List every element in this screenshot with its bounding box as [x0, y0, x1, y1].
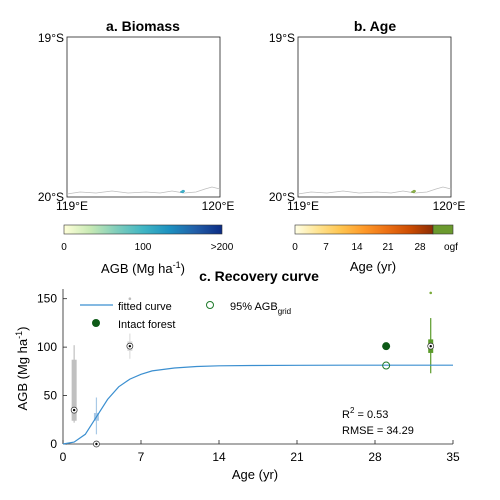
median-dot [95, 443, 97, 445]
colorbar-a-tick-2: >200 [211, 242, 234, 253]
colorbar-b-tick-0: 0 [292, 242, 298, 253]
recovery-chart: 0 7 14 21 28 35 0 50 100 150 Age (yr) AGB (Mg ha-1)… [14, 289, 460, 482]
y-axis-label: AGB (Mg ha-1) [14, 327, 30, 411]
colorbar-b-bar [295, 225, 433, 234]
map-a-lon-right: 120°E [202, 199, 235, 213]
colorbar-a-tick-1: 100 [135, 242, 152, 253]
map-a-lon-left: 119°E [56, 199, 88, 213]
intact-forest-point [382, 342, 390, 350]
y-tick-label: 50 [44, 389, 58, 403]
colorbar-b-tick-2: 14 [351, 242, 363, 253]
map-a-lat-top: 19°S [38, 31, 64, 45]
y-axis-label-end: ) [15, 327, 30, 331]
colorbar-b-label: Age (yr) [350, 259, 396, 274]
x-tick-label: 0 [60, 450, 67, 464]
median-dot [430, 345, 432, 347]
rmse-label: RMSE = 34.29 [342, 425, 414, 437]
panel-a-title: a. Biomass [106, 18, 180, 34]
y-axis-label-main: AGB (Mg ha [15, 338, 30, 410]
x-axis-label: Age (yr) [232, 467, 278, 482]
legend-open-circle-marker [207, 302, 214, 309]
x-tick-label: 35 [446, 450, 460, 464]
r-squared-main: R [342, 409, 350, 421]
y-axis-label-sup: -1 [14, 331, 24, 339]
map-b-frame [298, 37, 451, 197]
r-squared-label: R2 = 0.53 [342, 406, 388, 421]
y-tick-label: 150 [37, 292, 57, 306]
legend-label: Intact forest [118, 319, 175, 331]
r-squared-value: = 0.53 [354, 409, 388, 421]
legend-filled-circle-marker [92, 319, 100, 327]
colorbar-a-bar [64, 225, 222, 234]
colorbar-b-tick-5: ogf [444, 242, 458, 253]
legend-label-sub: grid [278, 307, 291, 316]
panel-a: a. Biomass 19°S 20°S 119°E 120°E [38, 18, 235, 213]
colorbar-a-label: AGB (Mg ha-1) [101, 260, 185, 276]
chart-title: c. Recovery curve [199, 268, 319, 284]
x-tick-label: 7 [138, 450, 145, 464]
colorbar-a-label-main: AGB (Mg ha [101, 261, 173, 276]
panel-b: b. Age 19°S 20°S 119°E 120°E [269, 18, 466, 213]
x-tick-label: 28 [368, 450, 382, 464]
outlier-point [129, 297, 132, 300]
colorbar-a-label-end: ) [181, 261, 185, 276]
colorbar-b: 0 7 14 21 28 ogf Age (yr) [292, 225, 458, 274]
legend-label-main: 95% AGB [230, 301, 278, 313]
colorbar-b-tick-4: 28 [414, 242, 426, 253]
map-b-lat-top: 19°S [269, 31, 295, 45]
y-tick-label: 0 [50, 437, 57, 451]
median-dot [73, 409, 75, 411]
x-tick-label: 14 [212, 450, 226, 464]
legend-label: fitted curve [118, 301, 172, 313]
colorbar-a-tick-0: 0 [61, 242, 67, 253]
panel-b-title: b. Age [354, 18, 396, 34]
colorbar-b-tick-1: 7 [323, 242, 329, 253]
legend-label: 95% AGBgrid [230, 301, 291, 316]
map-b-lon-right: 120°E [433, 199, 466, 213]
x-tick-label: 21 [290, 450, 304, 464]
map-a-frame [67, 37, 220, 197]
median-dot [129, 345, 131, 347]
map-b-lon-left: 119°E [287, 199, 319, 213]
colorbar-b-ogf-swatch [433, 225, 453, 234]
outlier-point [429, 292, 432, 295]
colorbar-b-tick-3: 21 [382, 242, 394, 253]
y-tick-label: 100 [37, 340, 57, 354]
colorbar-a-label-sup: -1 [173, 260, 181, 270]
